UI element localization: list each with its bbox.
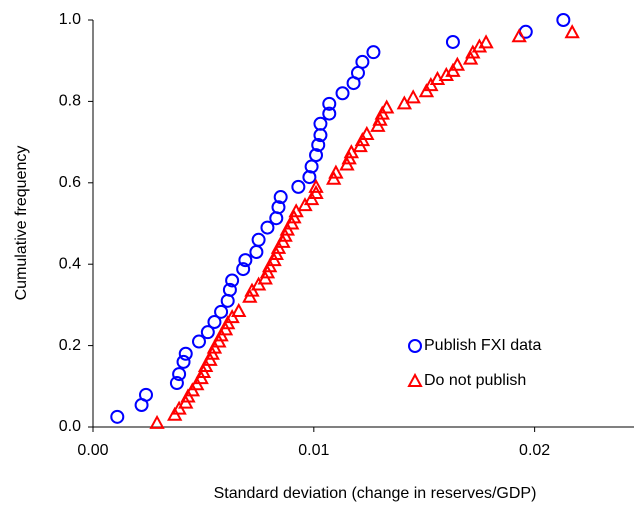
point (222, 282, 237, 297)
point (225, 273, 240, 288)
legend-marker (407, 372, 423, 387)
point (251, 232, 266, 247)
point (379, 99, 395, 114)
point (445, 34, 460, 49)
y-axis-title: Cumulative frequency (13, 146, 30, 301)
legend-label: Do not publish (424, 372, 526, 389)
point (220, 293, 235, 308)
point (511, 28, 527, 43)
legend-marker (408, 339, 422, 353)
point (328, 164, 344, 179)
point (191, 334, 206, 349)
point (138, 387, 153, 402)
point (322, 106, 337, 121)
legend-label: Publish FXI data (424, 337, 542, 354)
point (260, 220, 275, 235)
y-tick-label: 0.4 (59, 255, 81, 272)
x-tick-label: 0.01 (298, 442, 329, 459)
point (214, 304, 229, 319)
y-tick-label: 0.2 (59, 337, 81, 354)
point (200, 325, 215, 340)
point (176, 354, 191, 369)
point (359, 125, 375, 140)
x-axis-title: Standard deviation (change in reserves/G… (214, 485, 537, 502)
point (271, 200, 286, 215)
point (322, 96, 337, 111)
y-tick-label: 1.0 (59, 11, 81, 28)
point (207, 314, 222, 329)
point (438, 66, 454, 81)
point (149, 414, 165, 429)
point (249, 244, 264, 259)
point (556, 13, 571, 27)
point (311, 137, 326, 152)
point (308, 178, 324, 193)
y-tick-label: 0.8 (59, 93, 81, 110)
point (313, 116, 328, 131)
point (564, 24, 580, 39)
point (231, 302, 247, 318)
point (236, 262, 251, 277)
point (478, 34, 494, 49)
point (355, 54, 370, 69)
point (471, 38, 488, 53)
point (405, 89, 421, 104)
point (238, 253, 253, 268)
point (291, 179, 306, 194)
point (273, 190, 288, 205)
point (335, 86, 350, 101)
x-tick-label: 0.02 (519, 442, 550, 459)
x-tick-label: 0.00 (77, 442, 108, 459)
point (269, 211, 284, 226)
y-tick-label: 0.6 (59, 174, 81, 191)
point (309, 148, 324, 163)
point (178, 346, 193, 361)
point (110, 409, 125, 424)
point (366, 45, 381, 60)
point (169, 376, 184, 391)
point (172, 367, 187, 382)
y-tick-label: 0.0 (59, 418, 81, 435)
point (449, 56, 466, 71)
